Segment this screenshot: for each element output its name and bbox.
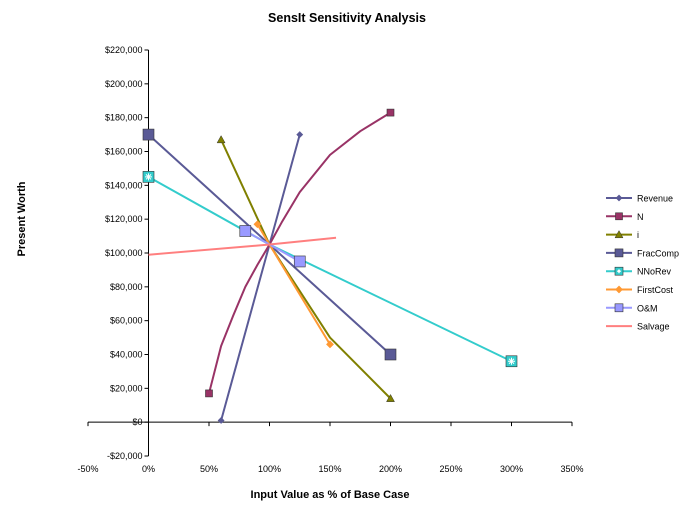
- y-tick-label: -$20,000: [107, 451, 143, 461]
- legend: Revenue Ni FracComp NNoRev FirstCost O&M Salva…: [606, 194, 679, 332]
- legend-label: Salvage: [637, 322, 670, 332]
- data-point: [296, 131, 304, 139]
- legend-swatch-marker: [615, 212, 623, 221]
- legend-label: O&M: [637, 303, 658, 313]
- legend-label: FirstCost: [637, 285, 673, 295]
- series-line: [220, 139, 392, 400]
- x-tick-label: 100%: [258, 464, 281, 474]
- legend-item: i: [606, 230, 639, 240]
- data-point: [239, 225, 252, 237]
- data-point: [217, 417, 225, 424]
- y-tick-label: $140,000: [105, 180, 143, 190]
- y-tick-label: $100,000: [105, 248, 143, 258]
- legend-swatch-marker: [615, 285, 623, 294]
- data-point: [293, 255, 306, 268]
- legend-label: Revenue: [637, 194, 673, 204]
- x-tick-label: 300%: [500, 464, 523, 474]
- legend-swatch-marker: [614, 303, 624, 313]
- x-tick-label: 350%: [560, 464, 583, 474]
- series-line: [208, 111, 392, 394]
- legend-item: N: [606, 212, 644, 222]
- series-n: [205, 108, 395, 398]
- data-point: [326, 340, 334, 349]
- legend-swatch-marker: [614, 230, 624, 239]
- legend-item: Revenue: [606, 194, 673, 204]
- data-point: [216, 135, 226, 144]
- data-point: [384, 348, 397, 361]
- y-tick-label: $40,000: [110, 350, 143, 360]
- series-line: [148, 176, 512, 363]
- legend-label: FracComp: [637, 248, 679, 258]
- x-tick-label: 250%: [439, 464, 462, 474]
- data-point: [205, 389, 213, 398]
- series-line: [220, 134, 301, 421]
- series-salvage: [148, 236, 337, 256]
- data-point: [142, 128, 155, 141]
- legend-swatch-marker: [614, 248, 624, 258]
- axes: -$20,000 $0 $20,000 $40,000 $60,000 $80,000 $1…: [77, 45, 583, 474]
- data-point-glyph: [145, 173, 152, 181]
- y-axis-label: Present Worth: [16, 181, 28, 256]
- y-tick-label: $60,000: [110, 316, 143, 326]
- x-tick-label: 50%: [200, 464, 218, 474]
- legend-item: O&M: [606, 303, 658, 313]
- legend-swatch-marker: [615, 194, 623, 202]
- data-point: [253, 220, 262, 229]
- legend-item: NNoRev: [606, 267, 672, 277]
- legend-label: NNoRev: [637, 267, 672, 277]
- x-tick-label: -50%: [77, 464, 98, 474]
- x-tick-label: 200%: [379, 464, 402, 474]
- legend-label: N: [637, 212, 644, 222]
- plot-area: [142, 108, 518, 424]
- x-axis-label: Input Value as % of Base Case: [251, 489, 410, 501]
- legend-item: FracComp: [606, 248, 679, 258]
- x-tick-label: 0%: [142, 464, 155, 474]
- legend-label: i: [637, 230, 639, 240]
- y-tick-label: $80,000: [110, 282, 143, 292]
- y-tick-label: $160,000: [105, 147, 143, 157]
- x-tick-label: 150%: [318, 464, 341, 474]
- chart-title: SensIt Sensitivity Analysis: [268, 11, 426, 25]
- legend-swatch-marker-glyph: [617, 269, 621, 274]
- y-tick-label: $0: [132, 417, 142, 427]
- data-point-glyph: [508, 357, 515, 365]
- series-line: [148, 236, 337, 256]
- y-tick-label: $20,000: [110, 383, 143, 393]
- legend-item: Salvage: [606, 322, 670, 332]
- legend-item: FirstCost: [606, 285, 673, 295]
- data-point: [386, 393, 395, 402]
- y-tick-label: $200,000: [105, 79, 143, 89]
- y-tick-label: $220,000: [105, 45, 143, 55]
- data-point: [386, 108, 395, 117]
- y-tick-label: $180,000: [105, 113, 143, 123]
- y-tick-label: $120,000: [105, 214, 143, 224]
- series-i: [216, 135, 395, 402]
